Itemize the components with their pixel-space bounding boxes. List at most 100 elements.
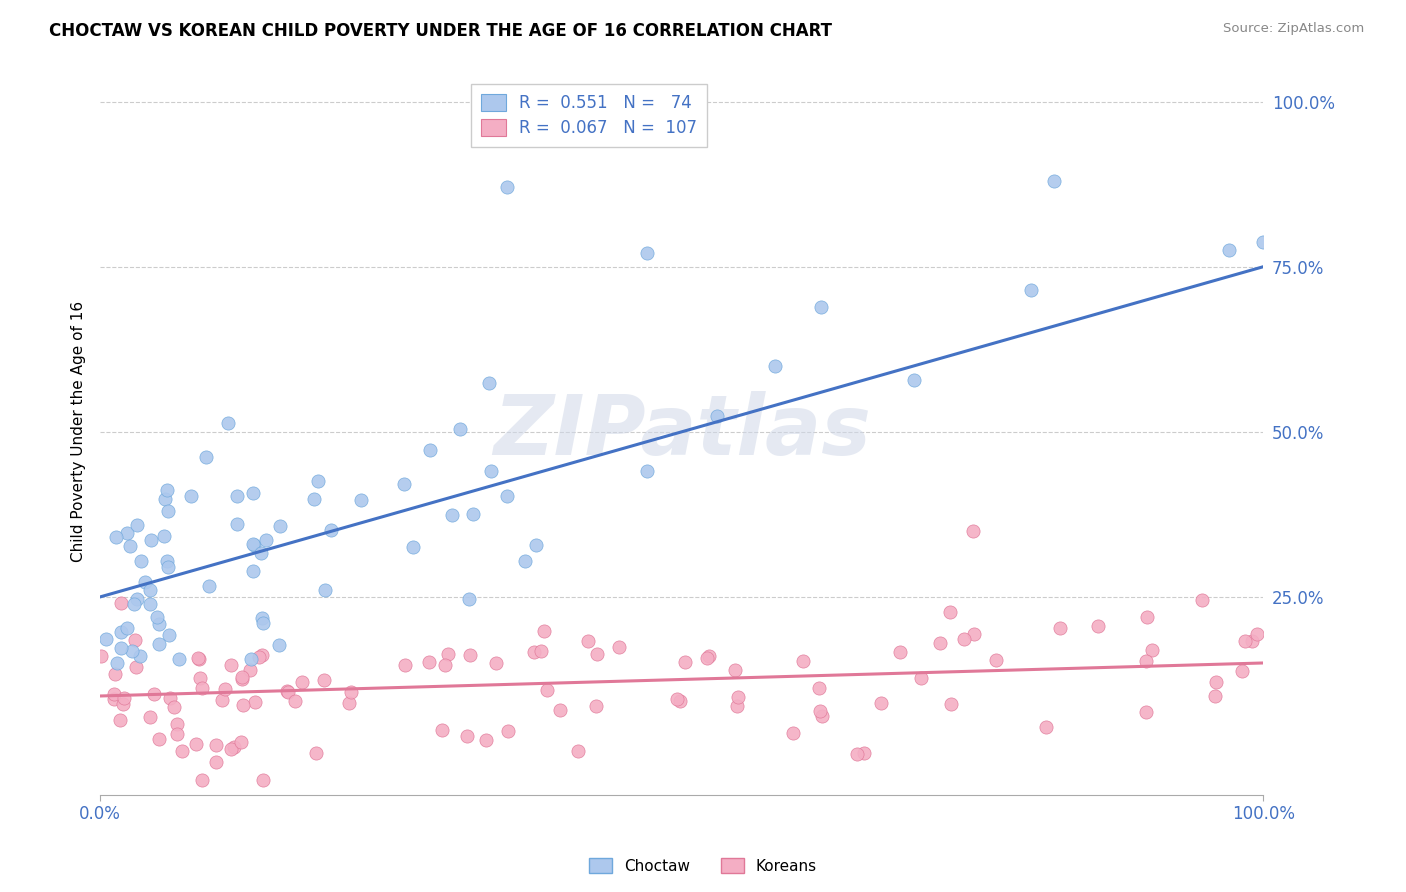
Point: [153, 529, 176, 543]
Point: [394, 658, 416, 673]
Point: [910, 671, 932, 685]
Point: [156, 504, 179, 518]
Point: [231, 672, 253, 686]
Point: [706, 409, 728, 423]
Point: [1135, 706, 1157, 720]
Point: [242, 485, 264, 500]
Point: [458, 592, 481, 607]
Point: [103, 692, 125, 706]
Point: [142, 687, 165, 701]
Point: [190, 681, 212, 695]
Point: [433, 658, 456, 673]
Point: [217, 417, 239, 431]
Point: [1241, 634, 1264, 648]
Point: [1043, 174, 1066, 188]
Point: [284, 694, 307, 708]
Point: [267, 638, 290, 652]
Point: [125, 591, 148, 606]
Point: [148, 637, 170, 651]
Point: [188, 671, 211, 685]
Point: [576, 633, 599, 648]
Point: [110, 624, 132, 639]
Point: [139, 710, 162, 724]
Point: [110, 595, 132, 609]
Point: [939, 605, 962, 619]
Point: [666, 691, 689, 706]
Point: [141, 533, 163, 548]
Point: [111, 698, 134, 712]
Point: [170, 744, 193, 758]
Point: [124, 633, 146, 648]
Point: [302, 491, 325, 506]
Point: [673, 655, 696, 669]
Point: [104, 666, 127, 681]
Point: [419, 442, 441, 457]
Point: [319, 523, 342, 537]
Point: [792, 654, 814, 668]
Point: [163, 699, 186, 714]
Point: [607, 640, 630, 655]
Point: [533, 624, 555, 638]
Point: [548, 703, 571, 717]
Point: [231, 670, 253, 684]
Point: [243, 695, 266, 709]
Point: [889, 645, 911, 659]
Point: [186, 738, 208, 752]
Point: [1230, 664, 1253, 678]
Point: [108, 714, 131, 728]
Point: [1140, 643, 1163, 657]
Point: [496, 180, 519, 194]
Point: [291, 674, 314, 689]
Point: [339, 685, 361, 699]
Point: [475, 732, 498, 747]
Point: [305, 747, 328, 761]
Point: [187, 651, 209, 665]
Point: [232, 698, 254, 713]
Point: [249, 546, 271, 560]
Point: [763, 359, 786, 373]
Point: [250, 611, 273, 625]
Point: [166, 727, 188, 741]
Point: [138, 582, 160, 597]
Point: [166, 717, 188, 731]
Point: [962, 524, 984, 538]
Point: [636, 246, 658, 260]
Point: [276, 683, 298, 698]
Point: [122, 597, 145, 611]
Point: [187, 652, 209, 666]
Point: [157, 628, 180, 642]
Point: [148, 732, 170, 747]
Point: [636, 464, 658, 478]
Point: [254, 533, 277, 548]
Point: [477, 376, 499, 391]
Point: [134, 574, 156, 589]
Point: [953, 632, 976, 647]
Y-axis label: Child Poverty Under the Age of 16: Child Poverty Under the Age of 16: [72, 301, 86, 562]
Point: [1049, 621, 1071, 635]
Point: [222, 740, 245, 755]
Point: [110, 641, 132, 656]
Point: [724, 663, 747, 677]
Point: [112, 691, 135, 706]
Point: [782, 726, 804, 740]
Legend: R =  0.551   N =   74, R =  0.067   N =  107: R = 0.551 N = 74, R = 0.067 N = 107: [471, 84, 707, 147]
Point: [484, 656, 506, 670]
Point: [432, 723, 454, 737]
Point: [1253, 235, 1275, 249]
Point: [456, 729, 478, 743]
Point: [1035, 720, 1057, 734]
Point: [449, 422, 471, 436]
Point: [585, 699, 607, 714]
Point: [586, 647, 609, 661]
Point: [401, 540, 423, 554]
Point: [513, 554, 536, 568]
Point: [125, 660, 148, 674]
Point: [697, 648, 720, 663]
Point: [229, 735, 252, 749]
Point: [198, 579, 221, 593]
Point: [963, 627, 986, 641]
Point: [314, 583, 336, 598]
Point: [392, 477, 415, 491]
Point: [117, 621, 139, 635]
Point: [156, 554, 179, 568]
